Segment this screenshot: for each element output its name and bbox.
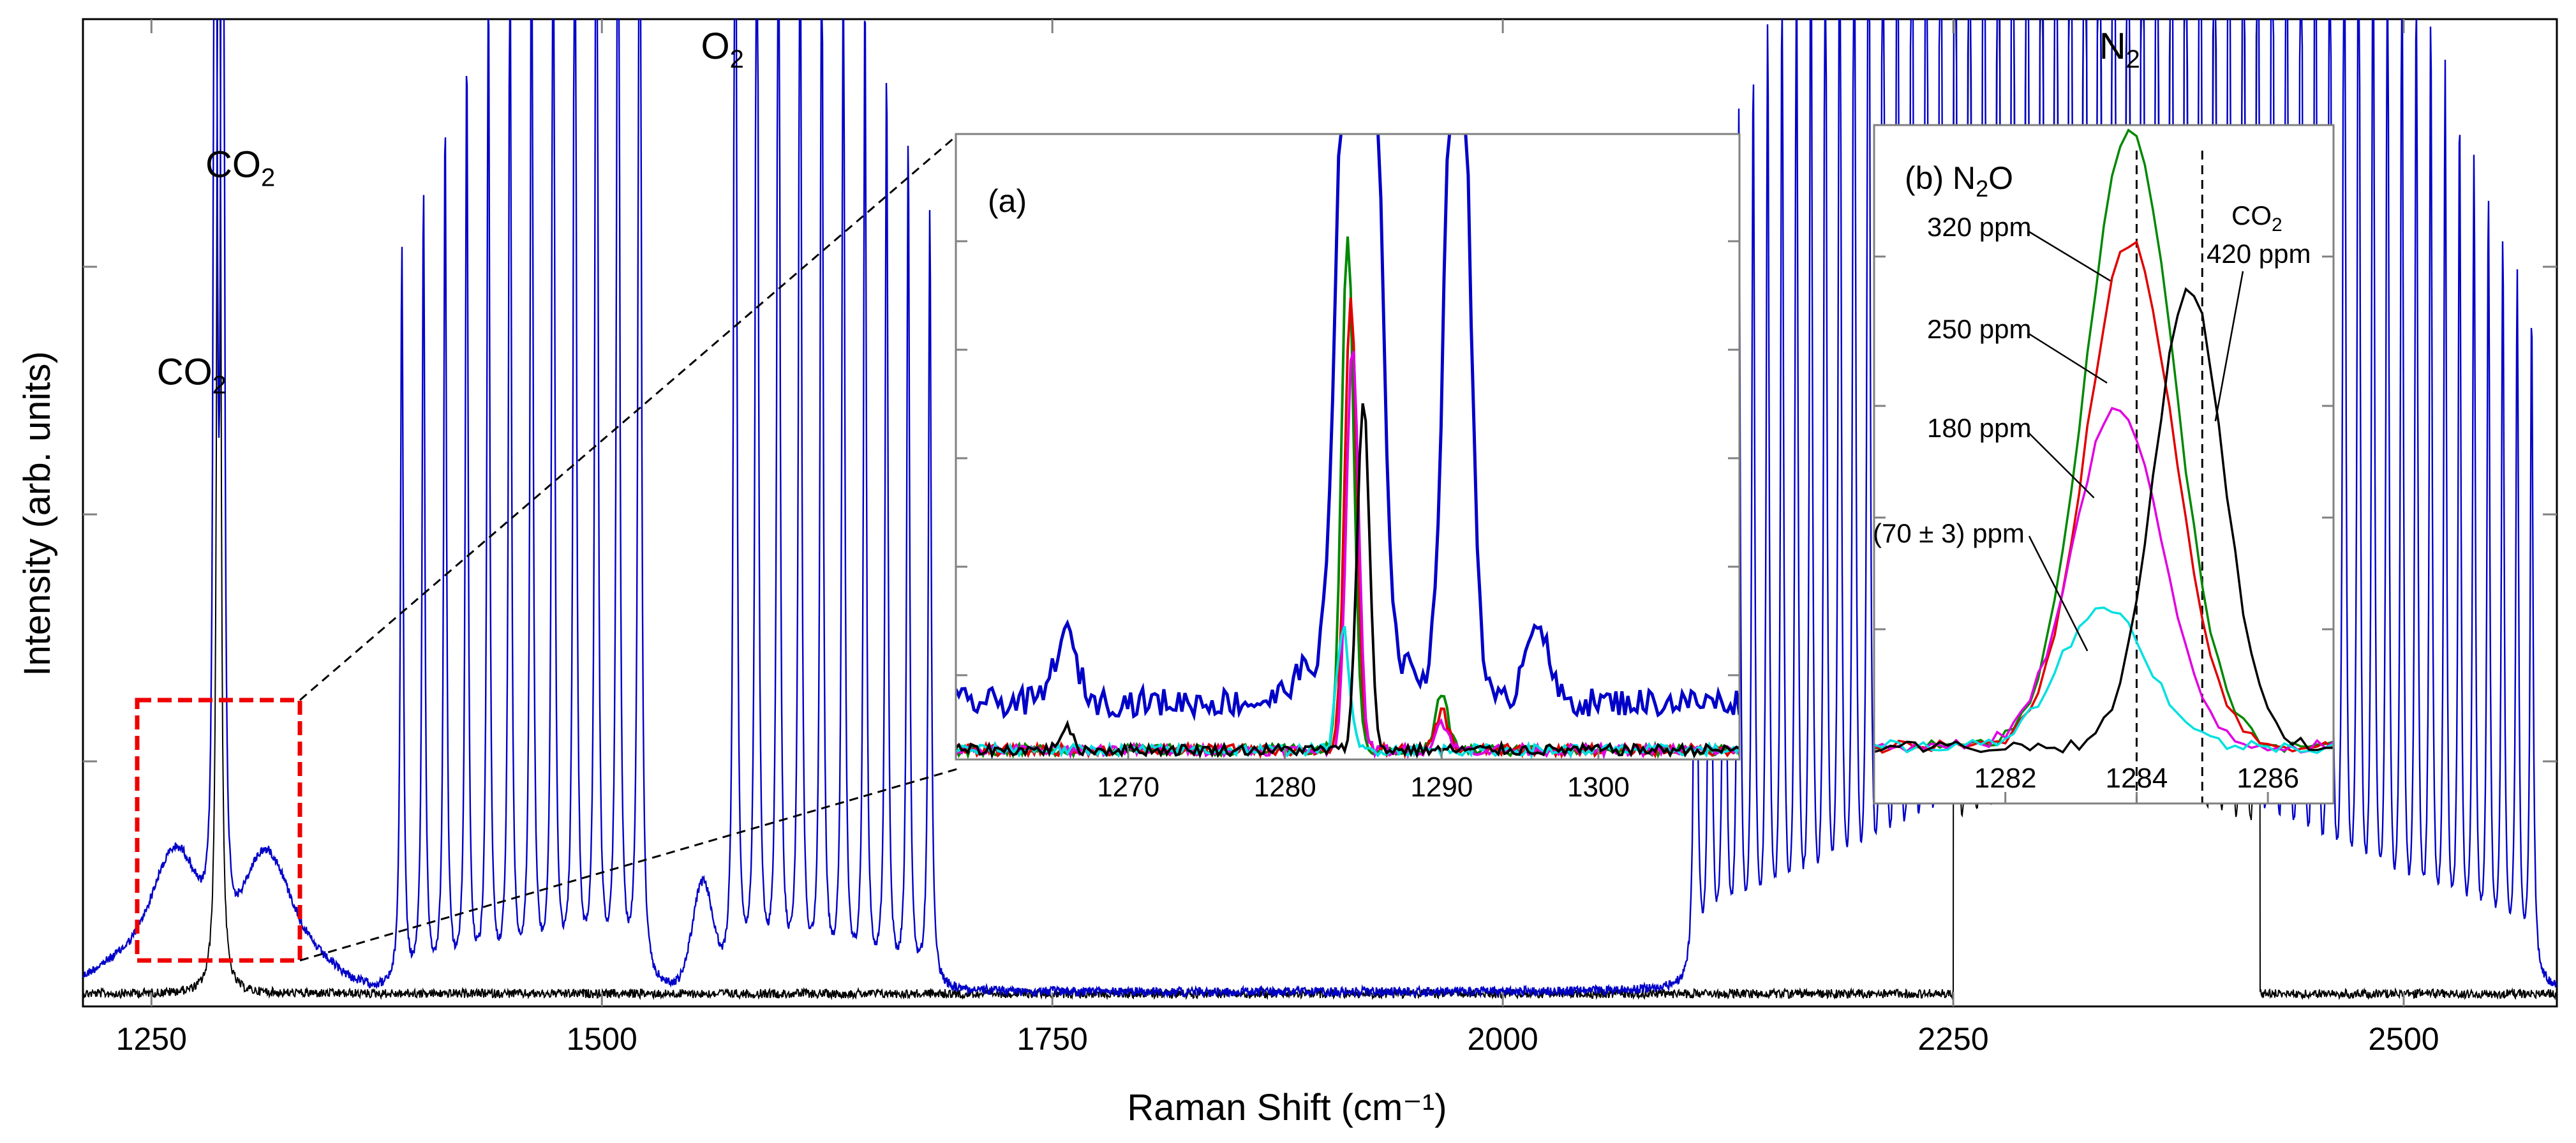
inset-b-x-tick-label: 1282 (1974, 763, 2037, 794)
inset-b-series-label: CO2 (2231, 200, 2282, 235)
species-label: N2 (2099, 26, 2140, 73)
inset-b-leader-line (2027, 431, 2095, 498)
highlight-region-box (135, 698, 302, 963)
inset-a-series-line (956, 134, 1739, 722)
inset-b-series-label: 180 ppm (1927, 413, 2031, 443)
inset-a-title: (a) (988, 183, 1027, 219)
main-x-tick-label: 2250 (1917, 1021, 1988, 1057)
y-axis-label: Intensity (arb. units) (17, 351, 58, 676)
main-plot-frame (82, 18, 2558, 1008)
inset-b-series-labels: 320 ppm 250 ppm 180 ppm (70 ± 3) ppm CO2 420 … (1873, 200, 2311, 652)
x-axis-label: Raman Shift (cm⁻¹) (1127, 1087, 1447, 1128)
inset-a-series-line (956, 625, 1739, 759)
zoom-connector-top (299, 134, 958, 701)
inset-b-series-label: (70 ± 3) ppm (1873, 518, 2025, 548)
inset-a-x-ticks: 1270 1280 1290 1300 (956, 240, 1739, 803)
inset-b-series-line (1874, 407, 2334, 754)
inset-b-series-line (1874, 287, 2334, 754)
inset-b-series-label: 320 ppm (1927, 212, 2031, 242)
inset-a-x-tick-label: 1270 (1097, 772, 1159, 803)
main-y-ticks (83, 265, 2557, 763)
species-label: CO2 (157, 351, 227, 399)
inset-b-x-tick-label: 1286 (2237, 763, 2299, 794)
inset-b-frame (1873, 124, 2335, 805)
main-x-tick-label: 1250 (116, 1021, 187, 1057)
inset-b-x-tick-label: 1284 (2105, 763, 2168, 794)
main-x-tick-label: 2000 (1467, 1021, 1538, 1057)
inset-a-frame (955, 133, 1741, 761)
species-annotations: CO2 CO2 O2 N2 (157, 26, 2140, 400)
inset-a: 1270 1280 1290 1300 (a) (955, 133, 1741, 803)
inset-b: 1282 1284 1286 (b) N2O 320 ppm 250 ppm 180 p… (1873, 124, 2335, 805)
inset-a-x-tick-label: 1280 (1254, 772, 1316, 803)
inset-b-leader-line (2027, 332, 2108, 384)
main-x-ticks: 1250 1500 1750 2000 2250 2500 (116, 19, 2439, 1057)
main-x-tick-label: 1500 (567, 1021, 637, 1057)
inset-b-series-label: 250 ppm (1927, 314, 2031, 344)
inset-a-x-tick-label: 1300 (1567, 772, 1630, 803)
inset-a-series-line (956, 403, 1739, 759)
inset-b-series-line (1874, 606, 2334, 754)
species-label: CO2 (205, 144, 275, 192)
inset-b-title: (b) N2O (1905, 160, 2013, 202)
inset-b-series-label: 420 ppm (2207, 239, 2311, 269)
inset-b-leader-line (2027, 230, 2111, 282)
inset-b-leader-line (2028, 535, 2088, 652)
inset-b-leader-line (2214, 271, 2244, 422)
zoom-connector-bottom (299, 768, 958, 962)
inset-a-x-tick-label: 1290 (1410, 772, 1473, 803)
species-label: O2 (701, 26, 744, 73)
inset-b-x-ticks: 1282 1284 1286 (1874, 255, 2334, 803)
main-x-tick-label: 2500 (2368, 1021, 2439, 1057)
main-x-tick-label: 1750 (1017, 1021, 1088, 1057)
